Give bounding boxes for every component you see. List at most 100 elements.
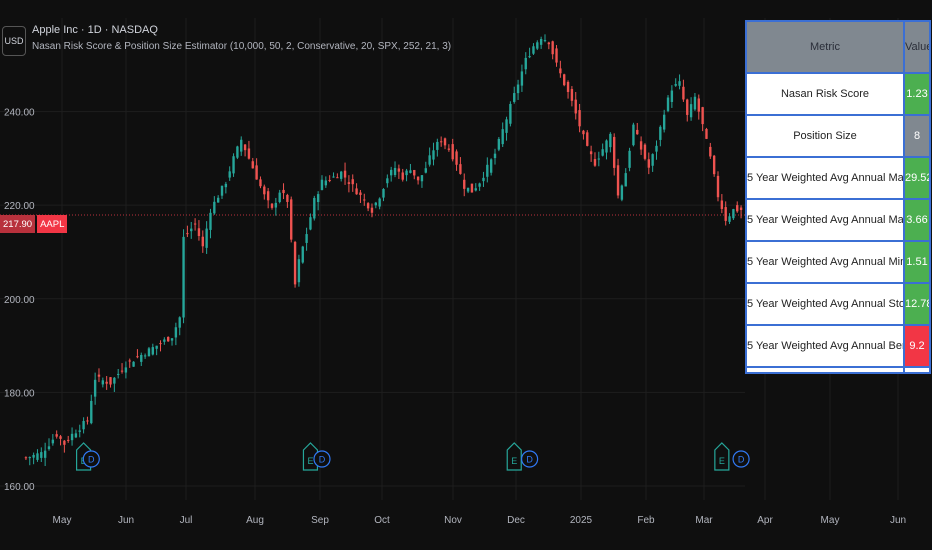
- table-row: Nasan Risk Score 1.23: [745, 72, 931, 116]
- dividend-marker: D: [313, 450, 331, 468]
- candle: [363, 193, 366, 206]
- footer-cell: [903, 366, 931, 374]
- candle: [136, 349, 139, 359]
- candle: [159, 340, 162, 352]
- candle: [616, 158, 620, 199]
- candle: [428, 147, 431, 167]
- candle: [601, 143, 604, 157]
- svg-text:D: D: [319, 455, 326, 465]
- candle: [670, 85, 674, 108]
- candle: [547, 41, 551, 50]
- candle: [589, 145, 593, 162]
- candle: [701, 106, 704, 132]
- candle: [509, 101, 512, 127]
- y-tick-label: 160.00: [4, 482, 35, 493]
- candle: [470, 183, 474, 193]
- candle: [313, 195, 316, 221]
- candle: [624, 168, 627, 187]
- currency-button[interactable]: USD: [2, 26, 26, 56]
- candle: [432, 142, 435, 166]
- candle: [401, 168, 404, 182]
- candle: [274, 197, 278, 216]
- candle: [290, 196, 293, 243]
- candle: [259, 176, 262, 189]
- candle: [36, 449, 39, 462]
- symbol-title[interactable]: Apple Inc · 1D · NASDAQ: [32, 24, 158, 36]
- candle: [712, 154, 716, 177]
- x-tick-label: Oct: [374, 515, 390, 526]
- candle: [605, 139, 608, 160]
- candle: [397, 164, 401, 179]
- candle: [455, 149, 458, 171]
- candle: [332, 172, 335, 178]
- candle: [493, 148, 497, 165]
- table-footer-row: [745, 366, 931, 374]
- candle: [82, 417, 85, 434]
- candle: [67, 435, 70, 443]
- metric-cell: Position Size: [745, 114, 905, 158]
- candle: [436, 138, 439, 157]
- metric-cell: 5 Year Weighted Avg Annual Max Drawdown: [745, 156, 905, 200]
- candle: [359, 189, 362, 203]
- candle: [732, 208, 735, 221]
- candle: [124, 361, 128, 379]
- candle: [705, 127, 708, 140]
- candle: [516, 79, 520, 100]
- candle: [170, 338, 174, 346]
- candle: [190, 221, 193, 239]
- price-label: 217.90 AAPL: [0, 215, 68, 233]
- candle: [582, 129, 585, 140]
- candle: [224, 181, 228, 194]
- candle: [586, 130, 589, 147]
- table-row: Position Size 8: [745, 114, 931, 158]
- candle: [559, 60, 562, 78]
- metric-cell: 5 Year Weighted Avg Annual Min ATR%: [745, 240, 905, 284]
- candle: [609, 132, 612, 153]
- candle: [197, 220, 201, 241]
- candle: [74, 429, 78, 439]
- candles: [24, 34, 743, 467]
- table-row: 5 Year Weighted Avg Annual Max ATR%3.66: [745, 198, 931, 242]
- candle: [405, 168, 408, 182]
- candle: [193, 218, 197, 231]
- x-tick-label: 2025: [570, 515, 593, 526]
- candle: [343, 162, 347, 185]
- candle: [447, 144, 451, 152]
- candle: [355, 183, 358, 195]
- candle: [366, 202, 370, 212]
- candle: [382, 188, 385, 202]
- candle: [316, 191, 320, 211]
- candle: [178, 316, 181, 336]
- candle: [147, 346, 151, 357]
- candle: [151, 343, 154, 356]
- candle: [155, 345, 158, 356]
- candle: [720, 194, 724, 214]
- candle: [574, 92, 577, 120]
- candle: [301, 245, 304, 264]
- svg-text:D: D: [88, 455, 95, 465]
- event-markers: EDEDEDED: [75, 442, 750, 471]
- candle: [63, 440, 66, 453]
- metrics-table: Metric Value Nasan Risk Score 1.23 Positio…: [745, 20, 931, 374]
- candle: [497, 137, 501, 152]
- candle: [297, 254, 301, 287]
- candle: [347, 175, 351, 193]
- price-label-value: 217.90: [0, 215, 36, 233]
- candle: [520, 64, 524, 92]
- candle: [324, 176, 328, 188]
- candle: [320, 175, 324, 191]
- metric-cell: 5 Year Weighted Avg Annual Benchmark Ret…: [745, 324, 905, 368]
- candle: [140, 352, 143, 366]
- indicator-legend[interactable]: Nasan Risk Score & Position Size Estimat…: [32, 41, 452, 52]
- candle: [409, 163, 412, 174]
- candle: [90, 394, 93, 425]
- candle: [689, 97, 693, 121]
- candle: [117, 368, 120, 379]
- candle: [424, 161, 427, 174]
- candle: [551, 40, 554, 60]
- earnings-marker: E: [714, 442, 730, 471]
- candle: [678, 74, 681, 90]
- time-axis: May Jun Jul Aug Sep Oct Nov Dec 2025 Feb Mar Apr May…: [53, 515, 907, 526]
- candle: [643, 143, 647, 161]
